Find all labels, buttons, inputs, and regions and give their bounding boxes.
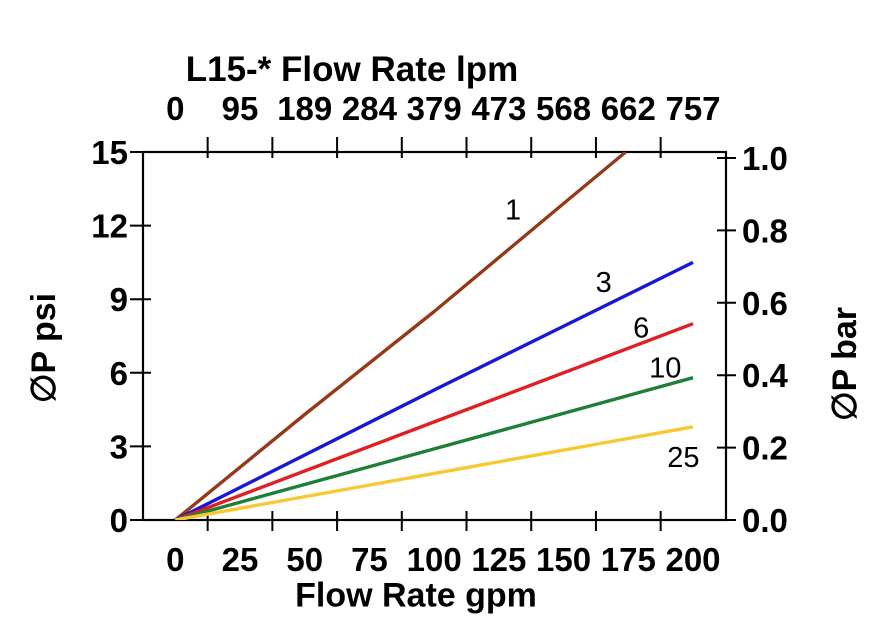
x-tick-label-bottom: 25	[222, 541, 259, 578]
x-tick-label-top: 189	[277, 90, 332, 127]
y-tick-label-right: 0.2	[742, 430, 788, 467]
series-label-1: 1	[505, 195, 521, 227]
x-tick-label-bottom: 75	[351, 541, 388, 578]
x-tick-label-bottom: 125	[471, 541, 526, 578]
y-tick-label-left: 15	[91, 134, 128, 171]
y-tick-label-left: 0	[110, 502, 128, 539]
y-tick-label-left: 12	[91, 208, 128, 245]
chart-title: L15-* Flow Rate lpm	[185, 50, 519, 89]
x-tick-label-bottom: 175	[601, 541, 656, 578]
y-tick-label-right: 0.6	[742, 285, 788, 322]
y-tick-label-right: 1.0	[742, 140, 788, 177]
y-tick-label-right: 0.0	[742, 502, 788, 539]
x-tick-label-bottom: 200	[665, 541, 720, 578]
x-tick-label-top: 95	[222, 90, 259, 127]
y-tick-label-right: 0.8	[742, 212, 788, 249]
series-label-3: 3	[596, 267, 612, 299]
x-tick-label-top: 757	[665, 90, 720, 127]
series-line-3	[174, 260, 694, 520]
plot-frame	[141, 150, 728, 522]
x-axis-label-gpm: Flow Rate gpm	[295, 576, 537, 615]
series-label-10: 10	[649, 352, 681, 384]
y-tick-label-left: 3	[110, 428, 128, 465]
x-tick-label-top: 473	[471, 90, 526, 127]
series-line-1	[174, 152, 627, 520]
y-tick-label-left: 9	[110, 281, 128, 318]
series-label-6: 6	[633, 312, 649, 344]
series-line-6	[174, 322, 694, 520]
x-tick-label-bottom: 100	[407, 541, 462, 578]
x-tick-label-bottom: 50	[286, 541, 323, 578]
x-tick-label-bottom: 150	[536, 541, 591, 578]
x-tick-label-top: 662	[601, 90, 656, 127]
y-tick-label-left: 6	[110, 355, 128, 392]
x-tick-label-top: 284	[342, 90, 398, 127]
y-tick-label-right: 0.4	[742, 357, 789, 394]
x-tick-label-top: 0	[166, 90, 184, 127]
series-line-25	[174, 425, 694, 520]
x-tick-label-top: 379	[407, 90, 462, 127]
x-tick-label-bottom: 0	[166, 541, 184, 578]
x-tick-label-top: 568	[536, 90, 591, 127]
series-label-25: 25	[667, 442, 699, 474]
series-line-10	[174, 376, 694, 520]
